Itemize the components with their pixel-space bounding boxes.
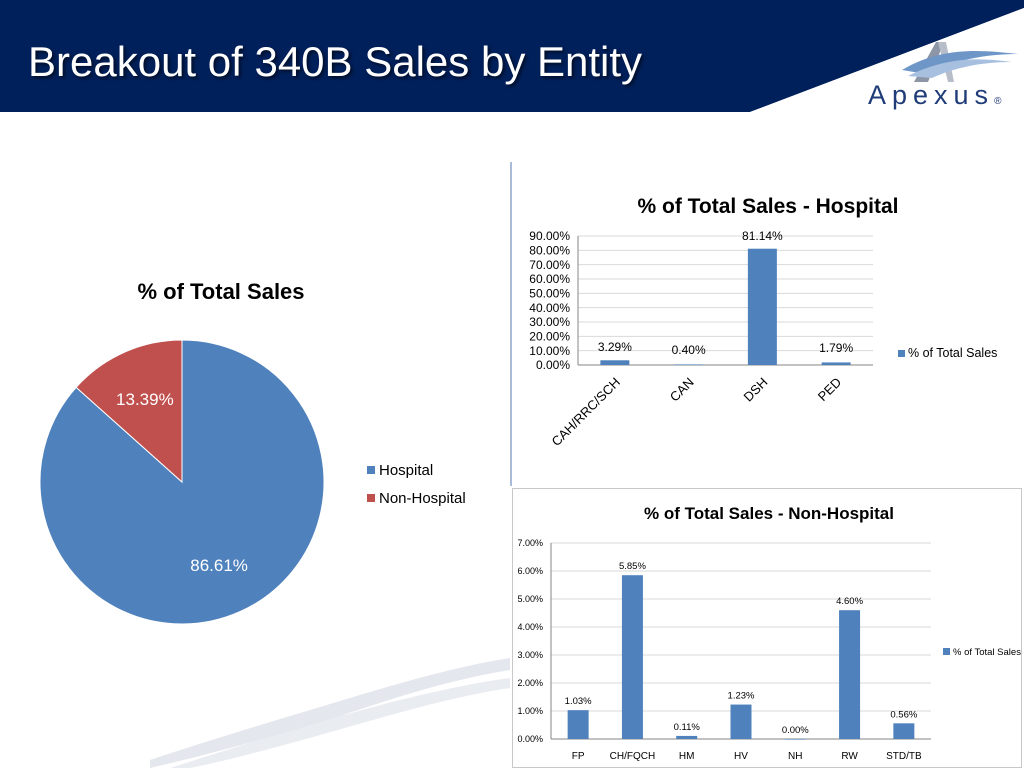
data-label-3: 1.23% [728,691,755,702]
decorative-map-texture [150,658,510,768]
bar-0 [567,710,589,739]
x-category-label: HM [679,751,695,762]
x-category-label: NH [788,751,802,762]
legend-label: % of Total Sales [908,346,997,360]
data-label-0: 1.03% [565,696,592,707]
slide-title: Breakout of 340B Sales by Entity [28,38,643,85]
y-tick-label: 0.00% [517,734,543,744]
y-tick-label: 1.00% [517,706,543,716]
data-label-4: 0.00% [782,725,809,736]
bar-3 [730,704,752,739]
hospital-bar-chart: % of Total Sales - Hospital 0.00%10.00%20… [529,195,997,449]
y-tick-label: 50.00% [529,287,570,301]
y-tick-label: 90.00% [529,229,570,243]
legend-label-1: Non-Hospital [379,490,466,507]
y-tick-label: 80.00% [529,244,570,258]
data-label-1: 5.85% [619,561,646,572]
pie-chart: % of Total Sales 86.61% 13.39% Hospital Non-… [39,279,466,625]
x-category-label: CH/FQCH [610,751,656,762]
non-hospital-bar-chart: % of Total Sales - Non-Hospital 0.00% 1.00… [517,504,1021,762]
bar-2 [747,248,777,365]
data-label-1: 0.40% [672,343,706,357]
x-category-label: PED [815,375,845,405]
data-label-2: 0.11% [674,722,701,733]
legend-swatch [898,350,905,357]
y-tick-label: 3.00% [517,650,543,660]
data-label-5: 4.60% [836,596,863,607]
legend-label-0: Hospital [379,462,433,479]
data-label-2: 81.14% [742,229,783,243]
x-category-label: RW [841,751,858,762]
x-category-label: FP [572,751,585,762]
bar-3 [821,362,851,365]
chart-title: % of Total Sales - Hospital [638,195,899,218]
chart-title: % of Total Sales - Non-Hospital [644,504,894,523]
non-hospital-chart-panel: % of Total Sales - Non-Hospital 0.00% 1.00… [512,488,1022,768]
legend-swatch [943,648,950,655]
y-tick-label: 4.00% [517,622,543,632]
y-tick-label: 10.00% [529,344,570,358]
bar-6 [893,723,915,739]
x-category-label: STD/TB [886,751,922,762]
bar-4 [784,739,806,740]
y-tick-label: 7.00% [517,538,543,548]
legend-swatch-1 [367,494,375,502]
x-category-label: CAH/RRC/SCH [549,375,623,449]
data-label-0: 3.29% [598,340,632,354]
y-tick-label: 60.00% [529,272,570,286]
pie-data-label-1: 13.39% [116,390,174,409]
bar-1 [674,364,704,366]
data-label-6: 0.56% [890,709,917,720]
x-category-label: DSH [740,375,770,405]
y-tick-label: 20.00% [529,330,570,344]
logo-text: Apexus® [868,80,1002,110]
bar-2 [676,735,698,739]
y-tick-label: 2.00% [517,678,543,688]
legend-swatch-0 [367,466,375,474]
y-tick-label: 0.00% [536,358,570,372]
y-tick-label: 6.00% [517,566,543,576]
x-category-label: CAN [667,375,697,405]
pie-slice-1 [75,339,183,484]
y-tick-label: 40.00% [529,301,570,315]
y-tick-label: 5.00% [517,594,543,604]
bar-1 [621,575,643,739]
y-tick-label: 30.00% [529,315,570,329]
x-category-label: HV [734,751,748,762]
pie-data-label-0: 86.61% [190,556,248,575]
divider [510,162,512,486]
apexus-logo-icon [902,42,1018,82]
bar-0 [600,360,630,365]
data-label-3: 1.79% [819,341,853,355]
legend-label: % of Total Sales [953,647,1021,658]
pie-chart-title: % of Total Sales [137,279,304,304]
header-bar [0,0,1024,112]
y-tick-label: 70.00% [529,258,570,272]
bar-5 [839,610,861,739]
